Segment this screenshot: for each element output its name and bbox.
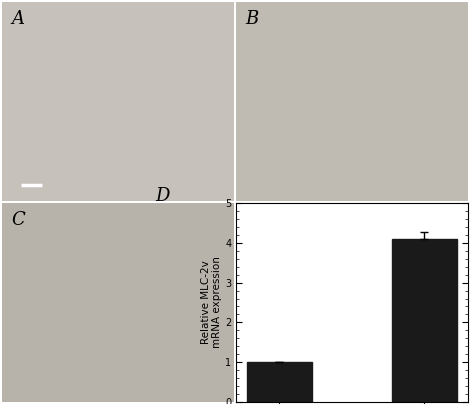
Text: D: D: [155, 187, 170, 205]
Bar: [247, 362, 312, 402]
Bar: [392, 239, 457, 402]
Y-axis label: Relative MLC-2v
mRNA expression: Relative MLC-2v mRNA expression: [201, 257, 222, 348]
Text: C: C: [12, 211, 25, 229]
Text: A: A: [12, 10, 24, 28]
Text: B: B: [245, 10, 258, 28]
